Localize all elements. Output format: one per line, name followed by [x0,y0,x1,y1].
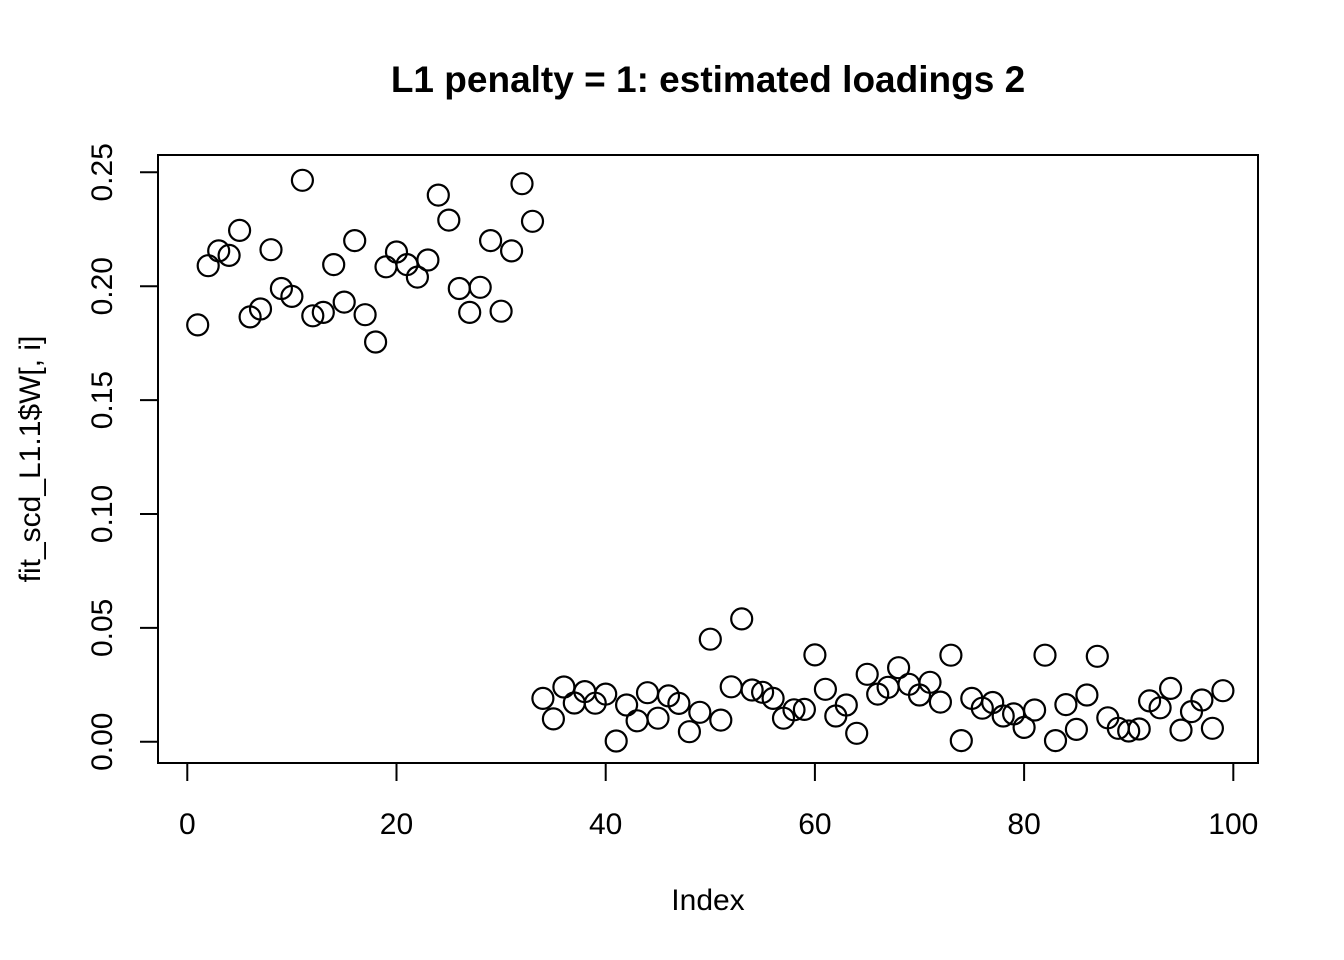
y-tick-label: 0.05 [86,599,119,657]
data-point [1012,715,1036,740]
data-point [458,300,482,324]
data-point [918,670,942,694]
data-point [311,300,335,324]
data-point [290,168,314,192]
x-axis-title: Index [671,884,744,917]
data-point [1211,679,1235,703]
data-point [510,172,534,196]
y-axis: 0.00 0.05 0.10 0.15 0.20 0.25 [86,143,158,771]
data-point [500,239,524,263]
data-point [384,240,409,264]
data-point [395,253,419,277]
data-point [1064,717,1089,742]
y-tick-label: 0.25 [86,143,119,201]
data-point [520,209,545,233]
data-point [1127,717,1151,741]
data-point [1148,696,1172,720]
data-point [928,690,953,714]
data-point [1190,688,1214,712]
data-point [186,313,210,337]
data-point [343,229,367,253]
data-point [625,709,649,733]
data-point [1158,676,1183,701]
data-point [1043,728,1068,753]
data-point [228,218,252,242]
x-tick-label: 40 [589,808,622,841]
data-point [855,662,879,686]
data-point [614,693,639,717]
data-point [792,697,817,722]
y-tick-label: 0.15 [86,371,119,429]
x-tick-label: 0 [179,808,196,841]
x-tick-label: 60 [798,808,831,841]
data-point [677,720,702,744]
data-point [552,675,576,699]
data-point [207,239,231,263]
x-axis: 0 20 40 60 80 100 [179,763,1258,841]
data-point [1169,718,1193,742]
data-point [730,607,754,631]
data-point [479,229,503,253]
chart-title: L1 penalty = 1: estimated loadings 2 [391,59,1025,100]
data-point [834,693,858,717]
data-point [813,677,838,701]
data-point [991,704,1015,728]
plot-box [157,154,1259,764]
data-point [280,284,304,308]
data-point [353,303,377,327]
data-point [1054,692,1078,717]
y-tick-label: 0.00 [86,713,119,771]
data-point [886,656,911,680]
y-axis-title: fit_scd_L1.1$W[, i] [14,336,47,583]
data-point [719,675,743,699]
data-point [426,183,450,207]
data-point [740,678,764,702]
data-point [259,238,283,262]
data-point [761,686,785,711]
data-point [248,297,273,321]
data-point [489,299,513,323]
data-point [1022,698,1047,722]
data-point [845,721,869,745]
data-point [939,643,963,667]
data-point [364,330,388,354]
data-point [531,686,555,711]
data-point [437,208,461,232]
data-point [698,627,722,651]
data-point [688,700,712,724]
data-point [604,729,628,753]
data-point [416,248,440,272]
data-point [667,691,691,716]
data-point [332,290,356,314]
data-point [217,243,241,267]
data-point [1200,716,1225,740]
data-point [447,276,471,301]
data-point [635,681,660,705]
x-tick-label: 20 [380,808,413,841]
data-point [374,255,398,279]
data-point [949,728,973,753]
data-points [186,168,1235,753]
data-point [709,708,733,732]
data-point [782,698,806,722]
data-point [1075,683,1099,707]
data-point [1085,644,1109,668]
y-tick-label: 0.20 [86,257,119,315]
data-point [322,253,346,277]
data-point [646,706,670,730]
data-point [468,275,492,299]
y-tick-label: 0.10 [86,485,119,543]
data-point [1117,719,1141,743]
data-point [594,682,618,706]
data-point [1033,643,1057,667]
data-point [405,265,429,289]
x-tick-label: 100 [1208,808,1258,841]
data-point [301,304,325,328]
x-tick-label: 80 [1007,808,1040,841]
data-point [196,254,220,278]
data-point [803,643,827,667]
data-point [541,707,566,731]
